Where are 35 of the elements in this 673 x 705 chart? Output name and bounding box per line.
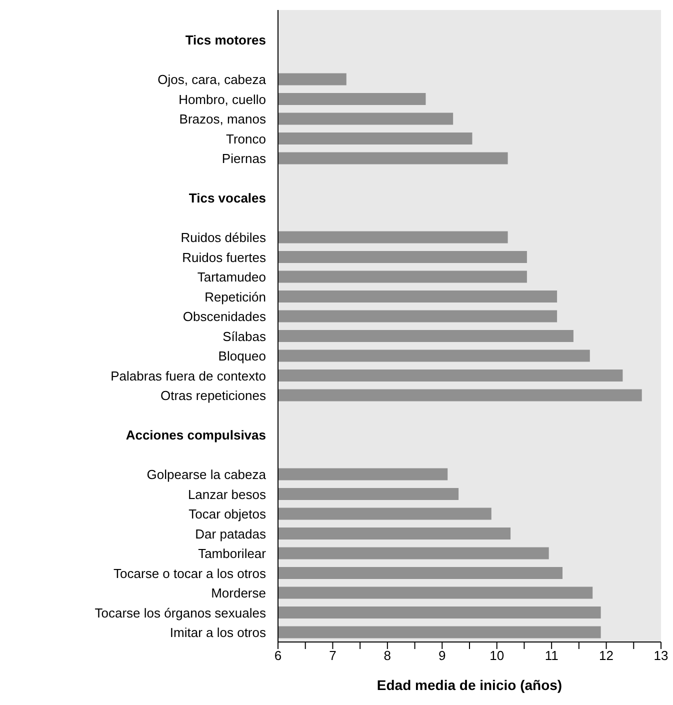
y-tick-label: Piernas xyxy=(222,151,266,166)
y-tick-label: Ruidos débiles xyxy=(180,230,266,246)
y-tick-label: Morderse xyxy=(211,586,266,601)
y-tick-label: Lanzar besos xyxy=(188,486,266,502)
x-axis-title: Edad media de inicio (años) xyxy=(376,677,562,693)
y-tick-label: Obscenidades xyxy=(182,309,266,324)
x-tick-label: 6 xyxy=(274,648,282,664)
y-tick-label: Tamborilear xyxy=(198,546,267,562)
y-tick-label: Golpearse la cabeza xyxy=(146,467,267,482)
y-tick-label: Imitar a los otros xyxy=(170,625,266,640)
x-tick-label: 8 xyxy=(384,648,392,664)
y-tick-label: Dar patadas xyxy=(195,526,266,542)
y-tick-label: Tocar objetos xyxy=(188,506,266,522)
y-tick-label: Bloqueo xyxy=(218,348,266,364)
y-tick-label: Tics vocales xyxy=(188,190,266,206)
y-tick-label: Tronco xyxy=(226,131,266,146)
y-tick-label: Brazos, manos xyxy=(179,112,266,127)
y-tick-label: Hombro, cuello xyxy=(178,92,266,107)
x-tick-label: 7 xyxy=(329,648,336,664)
x-tick-label: 9 xyxy=(438,648,446,664)
y-tick-label: Sílabas xyxy=(222,328,266,344)
x-tick-label: 10 xyxy=(490,648,504,664)
y-tick-label: Otras repeticiones xyxy=(160,388,266,404)
y-tick-label: Tics motores xyxy=(185,32,266,48)
y-tick-label: Palabras fuera de contexto xyxy=(110,368,266,384)
y-tick-label: Repetición xyxy=(204,289,266,304)
y-tick-label: Tocarse los órganos sexuales xyxy=(94,605,266,620)
x-tick-label: 11 xyxy=(544,648,558,664)
x-tick-label: 12 xyxy=(599,648,614,664)
y-tick-label: Acciones compulsivas xyxy=(126,428,266,443)
y-tick-label: Tartamudeo xyxy=(197,270,266,285)
y-tick-label: Ruidos fuertes xyxy=(182,250,266,265)
y-tick-label: Ojos, cara, cabeza xyxy=(158,72,267,88)
x-tick-label: 13 xyxy=(654,648,668,664)
y-tick-label: Tocarse o tocar a los otros xyxy=(114,566,266,581)
